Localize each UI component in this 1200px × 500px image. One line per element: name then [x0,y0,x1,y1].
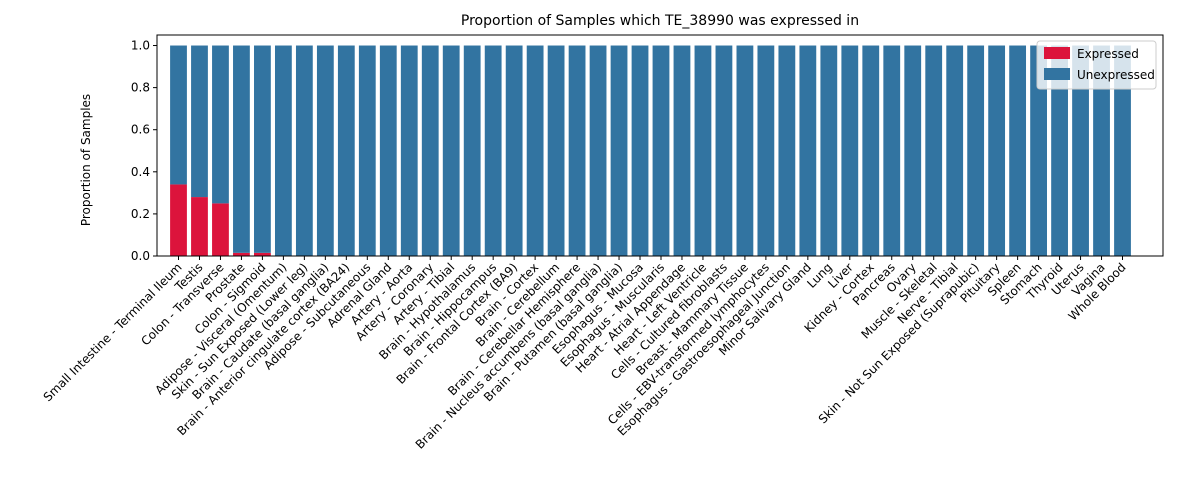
y-axis: 0.0 0.2 0.4 0.6 0.8 1.0 [131,39,157,263]
bar-unexpressed [421,45,439,256]
bar-unexpressed [337,45,355,256]
bar-unexpressed [316,45,334,256]
legend-label-expressed: Expressed [1077,47,1139,61]
bar-unexpressed [883,45,901,256]
bar-unexpressed [820,45,838,256]
plot-frame [156,34,1164,257]
bar-unexpressed [505,45,523,256]
bar-unexpressed [631,45,649,256]
legend-swatch-unexpressed [1044,68,1070,80]
bar-unexpressed [778,45,796,256]
y-tick-label: 1.0 [131,39,150,53]
bar-unexpressed [547,45,565,256]
bar-unexpressed [904,45,922,256]
bar-unexpressed [233,45,250,253]
y-tick-label: 0.4 [131,165,150,179]
bar-unexpressed [295,45,313,256]
bar-unexpressed [925,45,943,256]
bar-unexpressed [1093,45,1110,256]
bar-unexpressed [170,45,187,185]
x-axis: Small Intestine - Terminal IleumTestisCo… [41,256,1129,452]
bar-unexpressed [1030,45,1047,256]
bar-unexpressed [1051,45,1068,256]
bar-unexpressed [526,45,544,256]
bars-group [170,45,1131,256]
bar-expressed [233,252,250,256]
bar-unexpressed [673,45,691,256]
bar-unexpressed [484,45,502,256]
bar-unexpressed [1114,45,1131,256]
bar-unexpressed [610,45,628,256]
bar-unexpressed [1009,45,1027,256]
bar-unexpressed [589,45,607,256]
bar-unexpressed [736,45,754,256]
y-tick-label: 0.2 [131,207,150,221]
legend-label-unexpressed: Unexpressed [1077,68,1155,82]
bar-unexpressed [568,45,586,256]
bar-unexpressed [254,45,271,253]
bar-unexpressed [1072,45,1089,256]
bar-unexpressed [379,45,397,256]
bar-unexpressed [191,45,208,198]
y-tick-label: 0.8 [131,81,150,95]
bar-unexpressed [967,45,985,256]
bar-unexpressed [463,45,481,256]
chart-title: Proportion of Samples which TE_38990 was… [461,13,859,29]
bar-unexpressed [946,45,964,256]
bar-unexpressed [212,45,229,204]
bar-unexpressed [757,45,775,256]
bar-unexpressed [358,45,376,256]
bar-expressed [254,252,271,256]
legend: Expressed Unexpressed [1036,40,1157,90]
legend-swatch-expressed [1044,47,1070,59]
bar-unexpressed [841,45,859,256]
bar-unexpressed [862,45,880,256]
bar-expressed [212,203,229,256]
y-axis-label: Proportion of Samples [79,94,93,226]
bar-unexpressed [988,45,1006,256]
bar-unexpressed [442,45,460,256]
bar-expressed [191,197,208,256]
bar-expressed [170,184,187,256]
y-tick-label: 0.0 [131,249,150,263]
bar-unexpressed [694,45,712,256]
bar-unexpressed [400,45,418,256]
bar-unexpressed [799,45,817,256]
bar-unexpressed [274,45,292,256]
bar-unexpressed [652,45,670,256]
bar-unexpressed [715,45,733,256]
y-tick-label: 0.6 [131,123,150,137]
